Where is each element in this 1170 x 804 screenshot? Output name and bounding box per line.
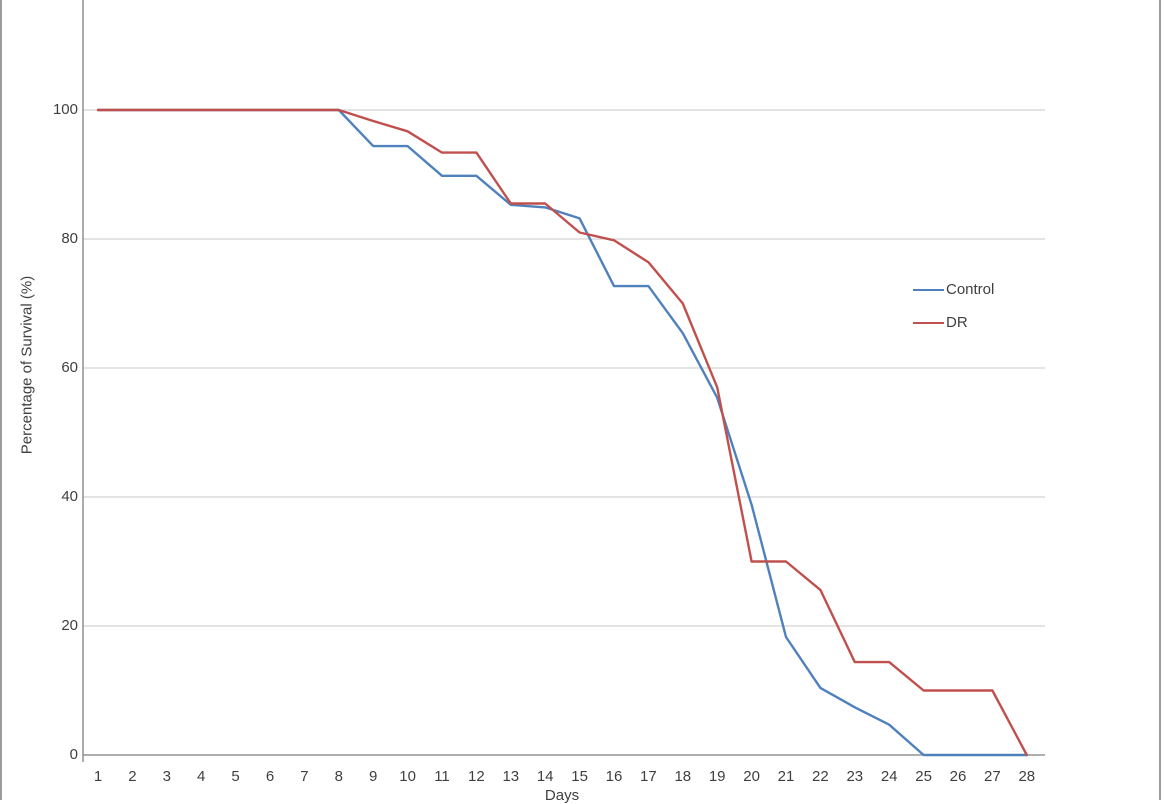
legend-label-dr: DR — [946, 314, 968, 331]
x-tick-label-17: 17 — [640, 768, 657, 785]
x-tick-label-9: 9 — [369, 768, 378, 785]
y-tick-label-80: 80 — [61, 230, 78, 247]
y-tick-label-40: 40 — [61, 488, 78, 505]
legend-line-swatch-dr — [913, 322, 944, 325]
y-tick-label-0: 0 — [69, 746, 78, 763]
y-tick-label-20: 20 — [61, 617, 78, 634]
x-tick-label-15: 15 — [571, 768, 588, 785]
x-tick-label-28: 28 — [1018, 768, 1036, 785]
x-tick-label-19: 19 — [708, 768, 726, 785]
y-tick-label-60: 60 — [61, 359, 78, 376]
x-tick-label-23: 23 — [846, 768, 864, 785]
x-tick-label-4: 4 — [197, 768, 206, 785]
x-tick-label-12: 12 — [468, 768, 485, 785]
x-tick-label-14: 14 — [536, 768, 554, 785]
x-tick-label-7: 7 — [300, 768, 309, 785]
x-tick-label-21: 21 — [777, 768, 795, 785]
x-tick-label-2: 2 — [128, 768, 137, 785]
x-tick-label-13: 13 — [502, 768, 520, 785]
x-tick-label-16: 16 — [605, 768, 623, 785]
screenshot-left-border — [0, 0, 2, 800]
y-tick-label-100: 100 — [52, 101, 78, 118]
series-line-control — [96, 108, 1029, 757]
x-tick-label-6: 6 — [265, 768, 275, 785]
x-tick-label-18: 18 — [674, 768, 692, 785]
screenshot-right-border — [1159, 0, 1161, 800]
x-tick-label-1: 1 — [93, 768, 103, 785]
x-tick-label-26: 26 — [949, 768, 967, 785]
legend-label-control: Control — [946, 281, 995, 298]
x-tick-label-10: 10 — [399, 768, 416, 785]
series-line-dr — [96, 108, 1029, 757]
x-tick-label-3: 3 — [162, 768, 171, 785]
x-tick-label-25: 25 — [915, 768, 932, 785]
x-tick-label-5: 5 — [231, 768, 240, 785]
x-tick-label-11: 11 — [434, 768, 450, 785]
x-tick-label-27: 27 — [984, 768, 1001, 785]
x-axis-title: Days — [544, 787, 580, 804]
legend-line-swatch-control — [913, 289, 944, 292]
x-tick-label-22: 22 — [812, 768, 829, 785]
x-tick-label-24: 24 — [880, 768, 898, 785]
x-tick-label-8: 8 — [334, 768, 343, 785]
x-tick-label-20: 20 — [743, 768, 760, 785]
